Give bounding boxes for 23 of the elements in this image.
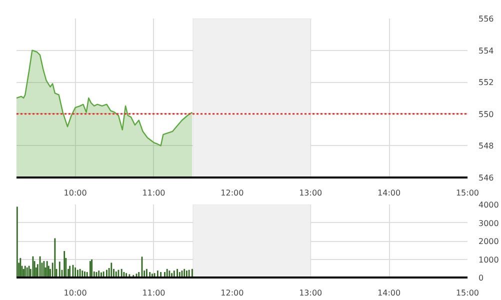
y-tick-label: 550 (478, 110, 494, 119)
x-tick-label: 14:00 (378, 188, 401, 198)
y-tick-label: 548 (478, 142, 494, 151)
x-tick-label: 15:00 (456, 288, 480, 298)
x-tick-label: 10:00 (64, 288, 87, 298)
y-tick-label: 2000 (478, 237, 499, 246)
x-tick-label: 14:00 (378, 288, 401, 298)
x-tick-label: 13:00 (299, 288, 322, 298)
y-tick-label: 554 (478, 46, 494, 56)
y-tick-label: 1000 (478, 255, 499, 264)
x-tick-label: 11:00 (142, 188, 166, 198)
y-tick-label: 552 (478, 78, 494, 88)
x-tick-label: 13:00 (299, 188, 322, 198)
x-tick-label: 12:00 (220, 288, 244, 298)
y-tick-label: 0 (478, 274, 484, 282)
y-tick-label: 546 (478, 174, 494, 182)
x-tick-label: 12:00 (220, 188, 244, 198)
y-tick-label: 556 (478, 14, 494, 24)
y-tick-label: 4000 (478, 200, 499, 210)
x-tick-label: 10:00 (64, 188, 87, 198)
x-tick-label: 11:00 (142, 288, 166, 298)
x-tick-label: 15:00 (456, 188, 480, 198)
y-tick-label: 3000 (478, 218, 499, 228)
